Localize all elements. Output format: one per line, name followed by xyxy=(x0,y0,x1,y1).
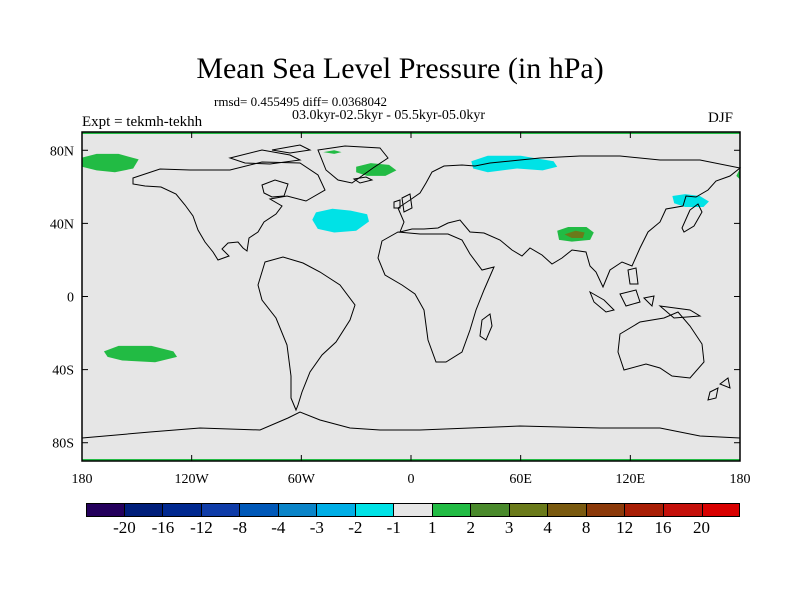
rmsd-diff-stats: rmsd= 0.455495 diff= 0.0368042 xyxy=(214,94,387,109)
anomaly-region-north-atlantic-negative xyxy=(312,208,369,233)
season-label: DJF xyxy=(708,110,734,126)
chart-title: Mean Sea Level Pressure (in hPa) xyxy=(196,52,604,85)
lon-label: 60E xyxy=(509,472,532,487)
colorbar-swatch xyxy=(586,503,626,517)
lat-label: 80N xyxy=(50,144,74,159)
colorbar-label: 2 xyxy=(466,518,475,537)
colorbar-swatch xyxy=(471,503,510,517)
colorbar-swatch xyxy=(394,503,433,517)
anomaly-region-north-pacific-east-positive xyxy=(736,168,740,180)
coastlines xyxy=(81,144,742,439)
map-panel: 80N 40N 0 40S 80S 180 120W 60W 0 60E 120E 180 xyxy=(50,131,751,487)
latitude-axis: 80N 40N 0 40S 80S xyxy=(50,144,740,452)
anomaly-region-south-pacific-positive xyxy=(103,345,178,363)
lon-label: 120W xyxy=(175,472,210,487)
colorbar-label: 20 xyxy=(693,518,711,537)
coastline-madagascar xyxy=(479,313,493,341)
colorbar xyxy=(86,503,741,517)
colorbar-label: -3 xyxy=(309,518,324,537)
lon-label: 60W xyxy=(288,472,316,487)
lon-label: 180 xyxy=(72,472,93,487)
anomaly-regions xyxy=(82,150,740,363)
colorbar-label: 12 xyxy=(616,518,634,537)
colorbar-label: -20 xyxy=(113,518,136,537)
coastline-new-zealand xyxy=(707,377,731,401)
anomaly-region-barents-kara-negative xyxy=(471,155,558,173)
lat-label: 80S xyxy=(52,437,74,452)
colorbar-swatch xyxy=(663,503,703,517)
colorbar-swatch xyxy=(548,503,587,517)
colorbar-swatch xyxy=(625,503,664,517)
anomaly-region-canadian-arctic-positive xyxy=(323,150,342,154)
coastline-south-america xyxy=(257,256,356,412)
lat-label: 40S xyxy=(52,364,74,379)
coastline-british-isles xyxy=(393,193,413,213)
colorbar-label: -12 xyxy=(190,518,213,537)
colorbar-label: -16 xyxy=(151,518,175,537)
colorbar-swatch xyxy=(124,503,164,517)
longitude-axis: 180 120W 60W 0 60E 120E 180 xyxy=(72,132,751,487)
colorbar-labels: -20 -16 -12 -8 -4 -3 -2 -1 1 2 3 4 8 12 16 20 xyxy=(0,518,800,542)
colorbar-swatch xyxy=(317,503,356,517)
colorbar-swatch xyxy=(86,503,125,517)
anomaly-region-north-pacific-west-positive xyxy=(82,153,139,173)
colorbar-label: 8 xyxy=(581,518,591,537)
coastline-antarctica xyxy=(81,411,741,439)
colorbar-label: -2 xyxy=(348,518,363,537)
coastline-greenland xyxy=(317,145,389,184)
colorbar-swatch xyxy=(163,503,202,517)
colorbar-swatch xyxy=(702,503,741,517)
coastline-hudson-bay xyxy=(261,179,289,198)
colorbar-label: -1 xyxy=(386,518,401,537)
colorbar-label: 1 xyxy=(427,518,437,537)
colorbar-swatch xyxy=(240,503,279,517)
coastline-australia xyxy=(617,311,705,379)
anomaly-region-japan-negative xyxy=(672,194,709,207)
lat-label: 40N xyxy=(50,217,74,232)
coastline-japan xyxy=(681,203,703,233)
coastline-maritime xyxy=(589,267,702,319)
colorbar-swatch xyxy=(278,503,318,517)
colorbar-swatch xyxy=(201,503,241,517)
coastline-arctic-islands xyxy=(228,144,312,165)
coastline-iceland xyxy=(352,176,374,184)
coastline-north-america xyxy=(132,161,326,261)
map-background xyxy=(82,132,740,461)
lon-label: 120E xyxy=(616,472,646,487)
experiment-label: Expt = tekmh-tekhh xyxy=(82,114,203,130)
colorbar-swatch xyxy=(355,503,395,517)
lat-label: 0 xyxy=(67,291,74,306)
lon-label: 0 xyxy=(408,472,415,487)
colorbar-swatch xyxy=(509,503,549,517)
coastline-eurasia xyxy=(397,155,742,289)
colorbar-label: -4 xyxy=(271,518,286,537)
colorbar-label: 3 xyxy=(504,518,514,537)
lon-label: 180 xyxy=(730,472,751,487)
time-period-label: 03.0kyr-02.5kyr - 05.5kyr-05.0kyr xyxy=(292,108,486,123)
colorbar-label: -8 xyxy=(232,518,247,537)
colorbar-label: 16 xyxy=(654,518,672,537)
coastline-africa xyxy=(377,231,495,363)
colorbar-swatch xyxy=(432,503,472,517)
colorbar-label: 4 xyxy=(543,518,552,537)
anomaly-region-tibet-core-positive xyxy=(564,230,585,239)
